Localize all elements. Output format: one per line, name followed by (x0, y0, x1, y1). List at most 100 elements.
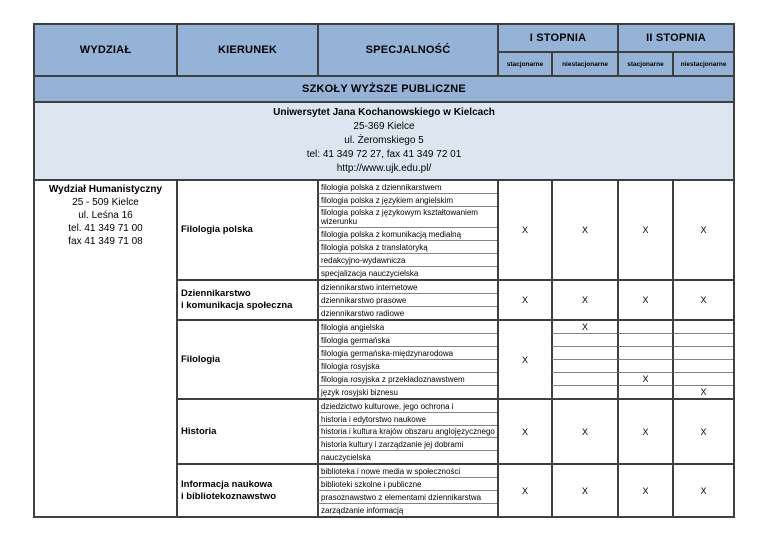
mark-ii-niestacjonarne (672, 319, 734, 333)
mark-ii-niestacjonarne (672, 346, 734, 359)
spec-cell: filologia polska z komunikacją medialną (317, 227, 497, 240)
spec-cell: filologia germańska-międzynarodowa (317, 346, 497, 359)
mark-i-niestacjonarne: X (551, 463, 618, 516)
spec-cell: biblioteka i nowe media w społeczności (317, 463, 497, 477)
mark-i-niestacjonarne (551, 359, 618, 372)
mark-ii-stacjonarne: X (617, 372, 673, 385)
faculty-street: ul. Leśna 16 (78, 210, 133, 221)
mark-i-niestacjonarne: X (551, 398, 618, 463)
spec-cell: filologia polska z językowym kształtowan… (317, 206, 497, 227)
table-row: dziennikarstwo radiowe (33, 306, 733, 319)
subheader-ii-niestacjonarne: niestacjonarne (672, 51, 734, 75)
column-header-i-stopnia: I STOPNIA (497, 23, 618, 51)
mark-ii-stacjonarne (617, 385, 673, 398)
mark-i-niestacjonarne (551, 333, 618, 346)
mark-ii-niestacjonarne (672, 333, 734, 346)
spec-cell: dziedzictwo kulturowe, jego ochrona i (317, 398, 497, 412)
spec-cell: filologia angielska (317, 319, 497, 333)
spec-cell: biblioteki szkolne i publiczne (317, 477, 497, 490)
table-row: Wydział Humanistyczny 25 - 509 Kielce ul… (33, 179, 734, 516)
mark-i-niestacjonarne (551, 346, 618, 359)
subheader-i-stacjonarne: stacjonarne (497, 51, 551, 75)
column-header-wydzial: WYDZIAŁ (33, 23, 176, 75)
faculty-name: Wydział Humanistyczny (48, 184, 163, 195)
university-offer-table: WYDZIAŁ KIERUNEK SPECJALNOŚĆ I STOPNIA I… (33, 23, 736, 518)
mark-ii-stacjonarne: X (617, 398, 673, 463)
spec-cell: historia i kultura krajów obszaru angloj… (317, 425, 497, 437)
mark-i-niestacjonarne (551, 385, 618, 398)
subheader-i-niestacjonarne: niestacjonarne (551, 51, 618, 75)
table-row: Historia dziedzictwo kulturowe, jego och… (33, 398, 734, 463)
university-website: http://www.ujk.edu.pl/ (336, 163, 432, 174)
section-banner-row: SZKOŁY WYŻSZE PUBLICZNE (33, 75, 734, 101)
study-offer-sheet: WYDZIAŁ KIERUNEK SPECJALNOŚĆ I STOPNIA I… (33, 23, 736, 518)
spec-cell: filologia polska z językiem angielskim (317, 193, 497, 206)
mark-i-stacjonarne: X (497, 398, 551, 463)
mark-i-stacjonarne: X (497, 319, 551, 398)
mark-ii-niestacjonarne: X (672, 279, 734, 319)
spec-cell: nauczycielska (317, 450, 497, 463)
spec-cell: filologia rosyjska z przekładoznawstwem (317, 372, 497, 385)
kierunek-cell: Filologia (176, 319, 317, 398)
table-row: filologia germańska-międzynarodowa (33, 346, 734, 359)
spec-cell: filologia polska z dziennikarstwem (317, 179, 497, 193)
faculty-phone: tel. 41 349 71 00 (68, 223, 143, 234)
spec-cell: filologia germańska (317, 333, 497, 346)
table-row: filologia polska z językowym kształtowan… (33, 206, 733, 227)
column-header-ii-stopnia: II STOPNIA (617, 23, 734, 51)
section-title: SZKOŁY WYŻSZE PUBLICZNE (33, 75, 734, 101)
university-info-cell: Uniwersytet Jana Kochanowskiego w Kielca… (33, 101, 734, 179)
mark-ii-niestacjonarne: X (672, 463, 734, 516)
table-row: filologia rosyjska (33, 359, 734, 372)
table-row: nauczycielska (33, 450, 733, 463)
mark-i-niestacjonarne (551, 372, 618, 385)
header-row-sub: stacjonarne niestacjonarne stacjonarne n… (33, 51, 734, 75)
mark-i-stacjonarne: X (497, 179, 551, 279)
table-row: specjalizacja nauczycielska (33, 266, 733, 279)
table-row: historia i kultura krajów obszaru angloj… (33, 425, 733, 437)
table-row: biblioteki szkolne i publiczne (33, 477, 733, 490)
header-row-main: WYDZIAŁ KIERUNEK SPECJALNOŚĆ I STOPNIA I… (33, 23, 734, 75)
table-row: filologia rosyjska z przekładoznawstwem … (33, 372, 734, 385)
table-row: filologia polska z translatoryką (33, 240, 733, 253)
table-row: historia kultury i zarządzanie jej dobra… (33, 437, 733, 450)
spec-cell: redakcyjno-wydawnicza (317, 253, 497, 266)
mark-ii-niestacjonarne: X (672, 179, 734, 279)
table-row: Filologia filologia angielska X X (33, 319, 734, 398)
table-row: dziennikarstwo prasowe (33, 293, 733, 306)
faculty-cell: Wydział Humanistyczny 25 - 509 Kielce ul… (33, 179, 176, 516)
mark-ii-niestacjonarne (672, 372, 734, 385)
kierunek-cell: Historia (176, 398, 317, 463)
mark-i-niestacjonarne: X (551, 179, 618, 279)
table-row: filologia polska z komunikacją medialną (33, 227, 733, 240)
mark-i-niestacjonarne: X (551, 279, 618, 319)
column-header-kierunek: KIERUNEK (176, 23, 317, 75)
spec-cell: prasoznawstwo z elementami dziennikarstw… (317, 490, 497, 503)
spec-cell: dziennikarstwo prasowe (317, 293, 497, 306)
mark-ii-niestacjonarne: X (672, 398, 734, 463)
table-row: historia i edytorstwo naukowe (33, 412, 733, 425)
spec-cell: specjalizacja nauczycielska (317, 266, 497, 279)
mark-ii-niestacjonarne (672, 359, 734, 372)
table-row: prasoznawstwo z elementami dziennikarstw… (33, 490, 733, 503)
subheader-ii-stacjonarne: stacjonarne (617, 51, 673, 75)
table-row: filologia germańska (33, 333, 734, 346)
mark-ii-stacjonarne: X (617, 279, 673, 319)
spec-cell: zarządzanie informacją (317, 503, 497, 516)
faculty-fax: fax 41 349 71 08 (68, 236, 143, 247)
table-row: Dziennikarstwo i komunikacja społeczna d… (33, 279, 734, 319)
spec-cell: filologia polska z translatoryką (317, 240, 497, 253)
table-row: Informacja naukowa i bibliotekoznawstwo … (33, 463, 734, 516)
mark-ii-stacjonarne (617, 319, 673, 333)
table-row: zarządzanie informacją (33, 503, 733, 516)
university-name: Uniwersytet Jana Kochanowskiego w Kielca… (273, 107, 495, 118)
spec-cell: historia i edytorstwo naukowe (317, 412, 497, 425)
mark-i-stacjonarne: X (497, 463, 551, 516)
table-row: język rosyjski biznesu X (33, 385, 734, 398)
university-phone-fax: tel: 41 349 72 27, fax 41 349 72 01 (306, 149, 462, 160)
mark-ii-niestacjonarne: X (672, 385, 734, 398)
mark-ii-stacjonarne: X (617, 179, 673, 279)
spec-cell: język rosyjski biznesu (317, 385, 497, 398)
mark-ii-stacjonarne (617, 333, 673, 346)
kierunek-cell: Informacja naukowa i bibliotekoznawstwo (176, 463, 317, 516)
